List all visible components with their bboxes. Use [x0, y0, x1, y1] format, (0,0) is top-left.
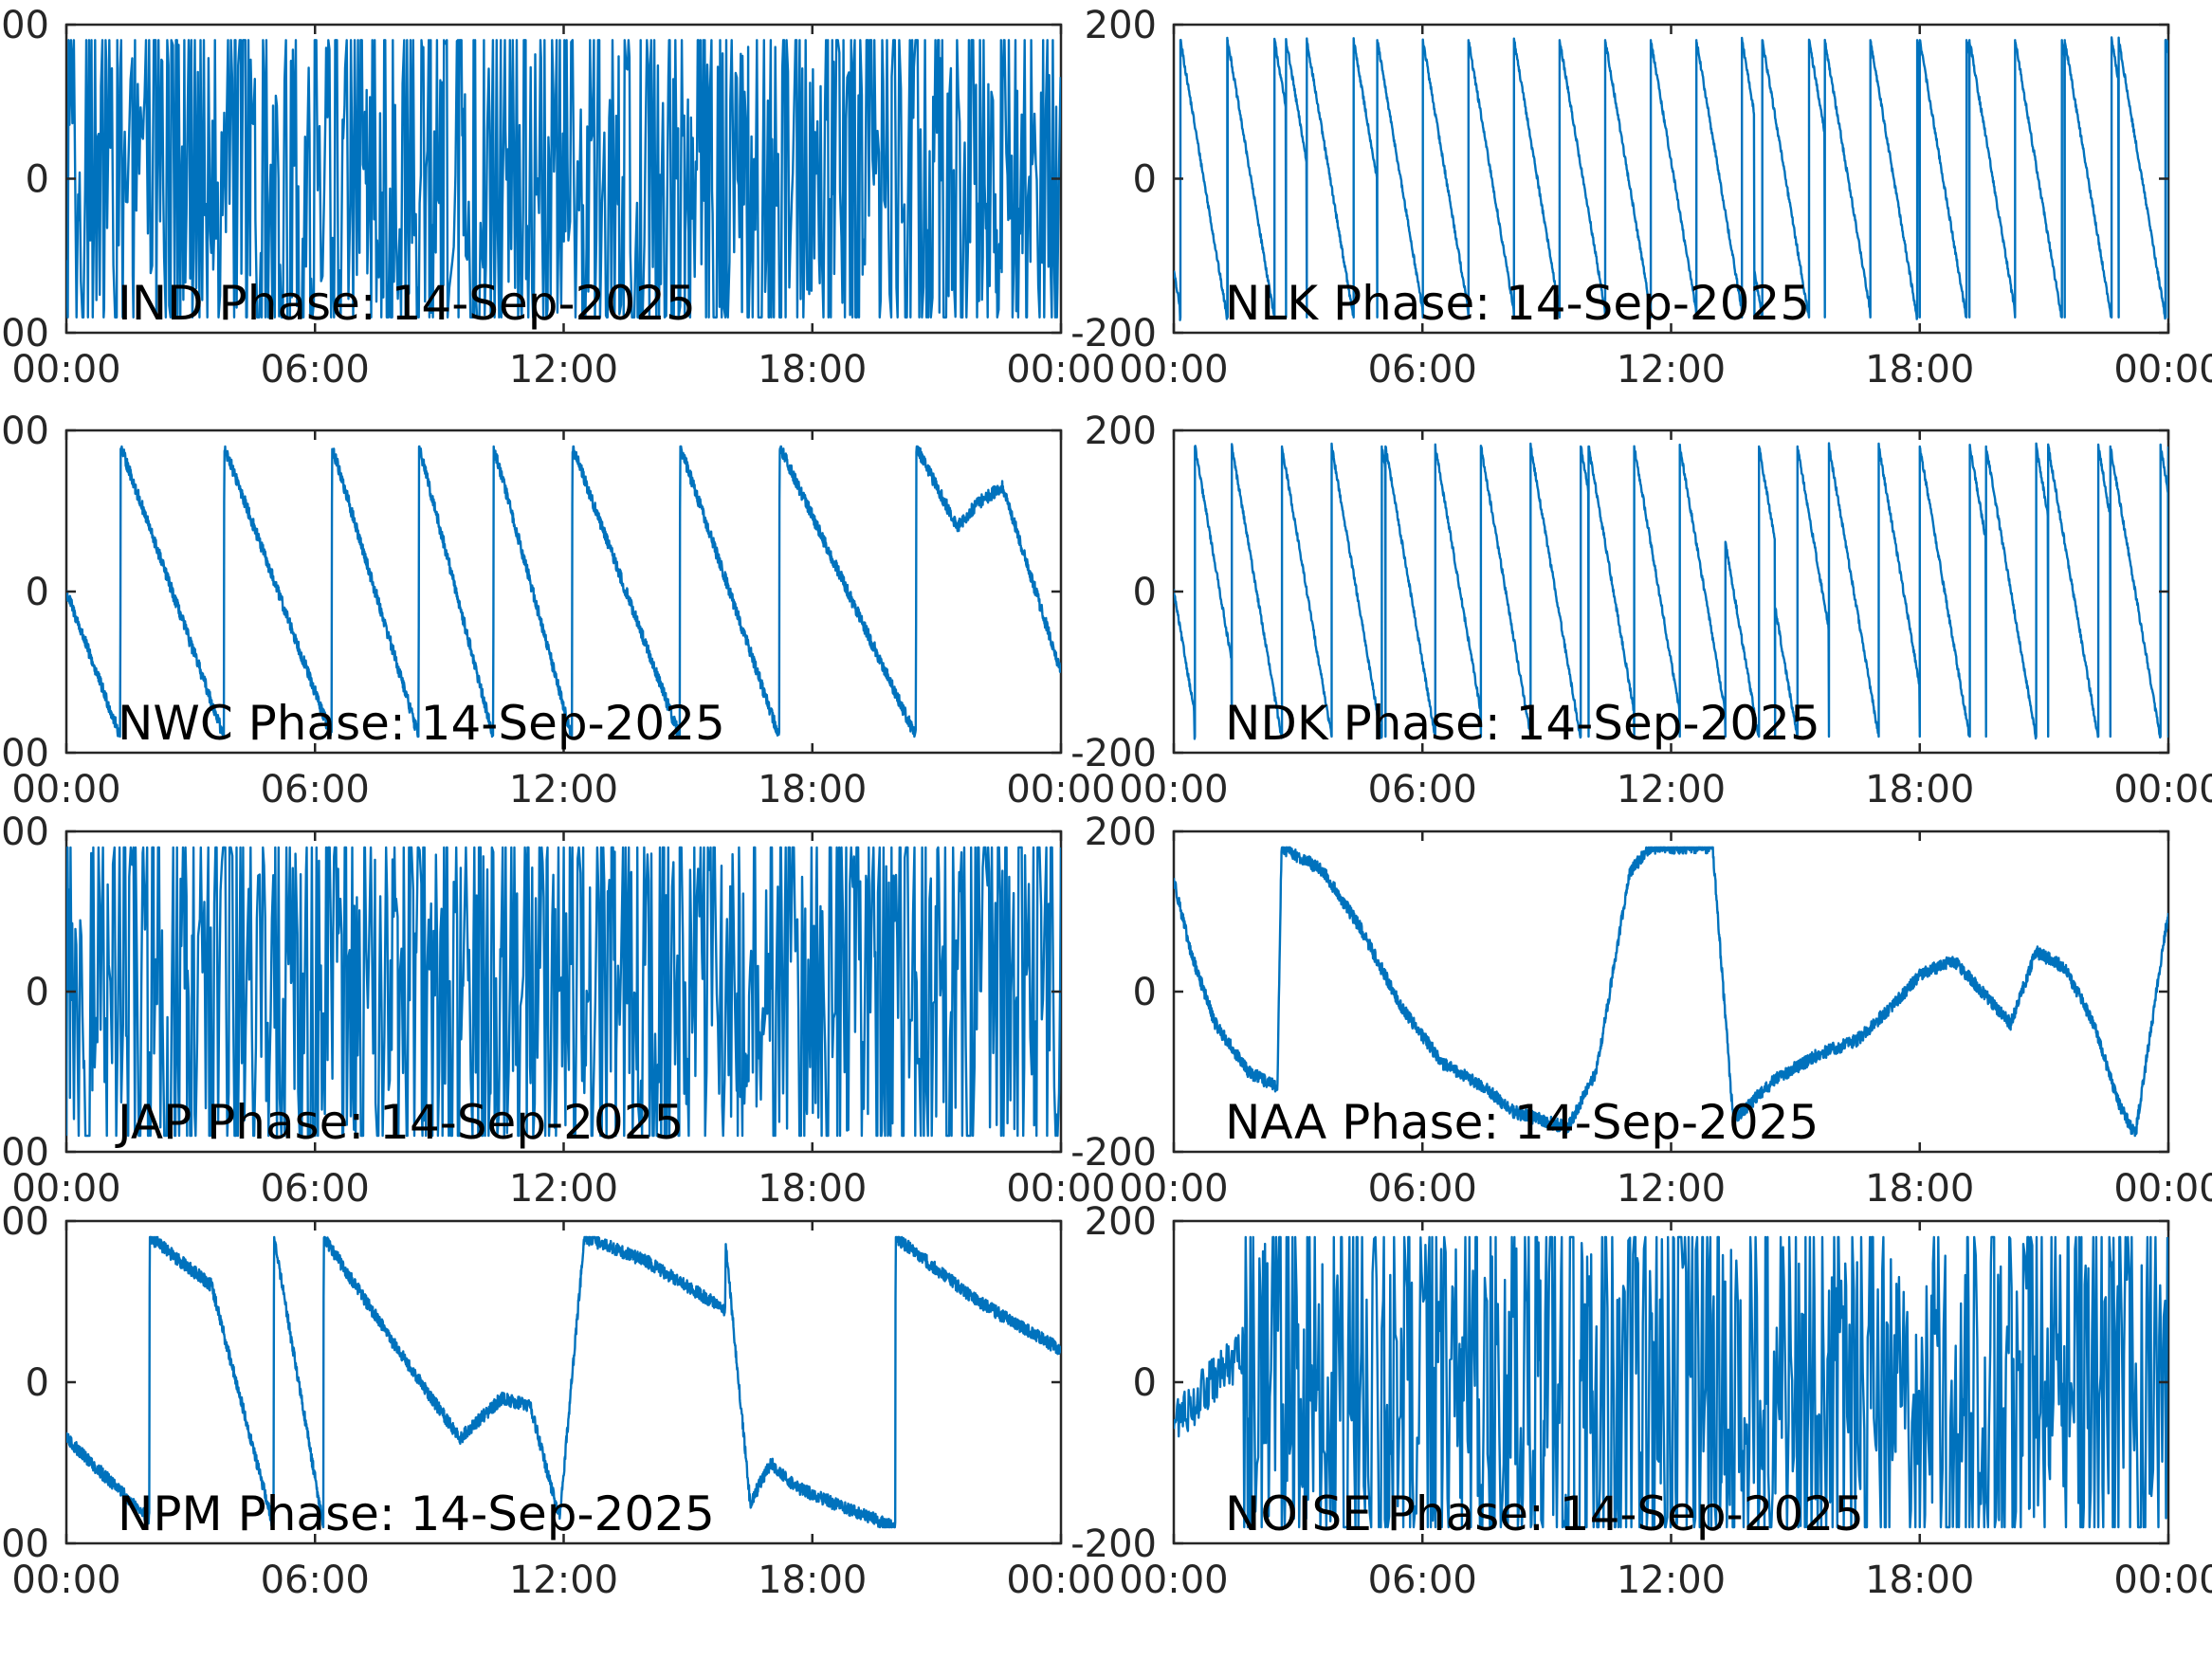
y-tick-label: 0: [26, 158, 49, 202]
x-tick-label: 06:00: [1368, 1559, 1477, 1602]
x-tick-label: 00:00: [1006, 1559, 1115, 1602]
x-tick-label: 00:00: [11, 768, 120, 811]
y-tick-label: 0: [26, 971, 49, 1014]
x-tick-label: 00:00: [11, 348, 120, 392]
x-tick-label: 06:00: [261, 348, 370, 392]
x-tick-label: 12:00: [1617, 348, 1726, 392]
x-tick-label: 18:00: [1865, 348, 1974, 392]
y-tick-label: 200: [0, 410, 49, 453]
x-tick-label: 00:00: [11, 1167, 120, 1211]
y-tick-label: -200: [1070, 732, 1157, 775]
x-tick-label: 00:00: [1119, 1559, 1228, 1602]
x-tick-label: 00:00: [2113, 1559, 2212, 1602]
phase-trace: [66, 445, 1061, 738]
x-tick-label: 12:00: [509, 768, 618, 811]
x-tick-label: 00:00: [2113, 348, 2212, 392]
x-tick-label: 00:00: [1006, 348, 1115, 392]
phase-trace: [1174, 36, 2168, 321]
x-tick-label: 06:00: [261, 1559, 370, 1602]
axes-frame: [64, 428, 1063, 755]
x-tick-label: 00:00: [1119, 348, 1228, 392]
y-tick-label: 200: [0, 4, 49, 47]
x-tick-label: 00:00: [1006, 1167, 1115, 1211]
y-tick-label: 200: [1085, 4, 1157, 47]
x-tick-label: 00:00: [1119, 1167, 1228, 1211]
panel-label: NAA Phase: 14-Sep-2025: [1225, 1095, 1819, 1150]
y-tick-label: 200: [0, 811, 49, 854]
x-tick-label: 18:00: [758, 348, 867, 392]
x-tick-label: 00:00: [2113, 1167, 2212, 1211]
y-tick-label: 0: [1133, 971, 1157, 1014]
x-tick-label: 00:00: [1006, 768, 1115, 811]
y-tick-label: 0: [1133, 571, 1157, 614]
phase-trace: [1174, 442, 2168, 740]
x-tick-label: 18:00: [758, 1167, 867, 1211]
phase-trace: [66, 1235, 1061, 1529]
y-tick-label: 200: [1085, 1200, 1157, 1244]
x-tick-label: 18:00: [1865, 768, 1974, 811]
y-tick-label: 200: [1085, 410, 1157, 453]
y-tick-label: -200: [0, 732, 49, 775]
panel-label: IND Phase: 14-Sep-2025: [118, 276, 696, 331]
x-tick-label: 12:00: [1617, 768, 1726, 811]
phase-trace: [1174, 1235, 2168, 1529]
x-tick-label: 12:00: [1617, 1559, 1726, 1602]
y-tick-label: -200: [0, 1522, 49, 1566]
panel-label: NPM Phase: 14-Sep-2025: [118, 1486, 715, 1541]
panel-label: NLK Phase: 14-Sep-2025: [1225, 276, 1810, 331]
panel-label: NOISE Phase: 14-Sep-2025: [1225, 1486, 1864, 1541]
axes-frame: [1172, 428, 2170, 755]
x-tick-label: 12:00: [1617, 1167, 1726, 1211]
x-tick-label: 18:00: [758, 1559, 867, 1602]
y-tick-label: 0: [1133, 1361, 1157, 1405]
y-tick-label: 0: [26, 1361, 49, 1405]
y-tick-label: -200: [1070, 1522, 1157, 1566]
y-tick-label: -200: [1070, 1131, 1157, 1175]
phase-trace: [66, 846, 1061, 1138]
panel-label: NDK Phase: 14-Sep-2025: [1225, 696, 1820, 751]
y-tick-label: 0: [1133, 158, 1157, 202]
phase-trace: [66, 39, 1061, 319]
y-tick-label: -200: [1070, 312, 1157, 356]
y-tick-label: -200: [0, 1131, 49, 1175]
x-tick-label: 18:00: [1865, 1167, 1974, 1211]
x-tick-label: 06:00: [261, 768, 370, 811]
x-tick-label: 06:00: [261, 1167, 370, 1211]
x-tick-label: 12:00: [509, 1559, 618, 1602]
x-tick-label: 18:00: [758, 768, 867, 811]
y-tick-label: 200: [0, 1200, 49, 1244]
y-tick-label: -200: [0, 312, 49, 356]
axes-frame: [1172, 830, 2170, 1154]
x-tick-label: 06:00: [1368, 768, 1477, 811]
x-tick-label: 12:00: [509, 348, 618, 392]
panel-label: JAP Phase: 14-Sep-2025: [115, 1095, 684, 1150]
x-tick-label: 18:00: [1865, 1559, 1974, 1602]
x-tick-label: 00:00: [1119, 768, 1228, 811]
y-tick-label: 200: [1085, 811, 1157, 854]
x-tick-label: 06:00: [1368, 1167, 1477, 1211]
x-tick-label: 00:00: [11, 1559, 120, 1602]
x-tick-label: 06:00: [1368, 348, 1477, 392]
panel-label: NWC Phase: 14-Sep-2025: [118, 696, 725, 751]
x-tick-label: 00:00: [2113, 768, 2212, 811]
x-tick-label: 12:00: [509, 1167, 618, 1211]
y-tick-label: 0: [26, 571, 49, 614]
phase-trace: [1174, 846, 2168, 1138]
